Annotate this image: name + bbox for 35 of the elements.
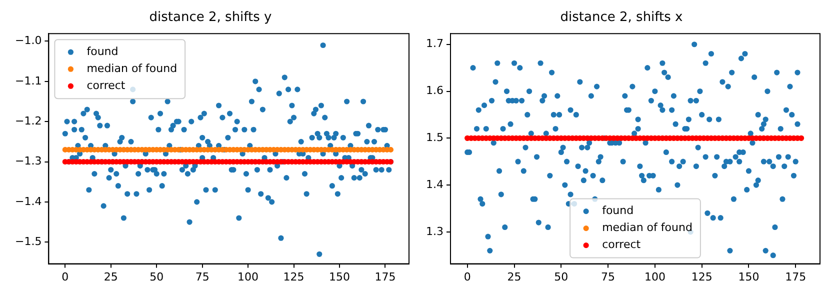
legend-label: found [602, 204, 634, 218]
y-tick-label: −1.2 [14, 114, 42, 128]
x-tick-label: 25 [104, 270, 118, 284]
legend-label: correct [602, 238, 642, 252]
y-tick-label: 1.4 [426, 178, 444, 191]
x-tick-label: 175 [785, 270, 806, 284]
chart-title: distance 2, shifts y [149, 10, 272, 26]
y-tick-label: −1.4 [14, 194, 42, 208]
x-tick-label: 50 [554, 270, 568, 284]
x-tick-label: 75 [601, 270, 616, 284]
x-tick-label: 50 [150, 270, 164, 284]
legend-label: median of found [602, 221, 692, 234]
x-tick-label: 125 [691, 270, 712, 284]
x-tick-label: 100 [644, 270, 666, 284]
x-tick-label: 150 [738, 270, 760, 284]
y-tick-label: −1.5 [14, 234, 42, 248]
legend-label: median of found [86, 62, 178, 75]
x-tick-label: 125 [283, 270, 304, 284]
y-tick-label: −1.3 [14, 154, 42, 168]
x-tick-label: 150 [329, 270, 350, 284]
x-tick-label: 75 [195, 270, 210, 284]
x-tick-label: 0 [464, 270, 471, 284]
y-tick-label: −1.1 [14, 74, 42, 88]
y-tick-label: −1.0 [14, 34, 42, 48]
x-tick-label: 25 [507, 270, 522, 284]
y-tick-label: 1.7 [426, 37, 444, 50]
x-tick-label: 100 [238, 270, 259, 284]
x-tick-label: 175 [374, 270, 396, 284]
legend-label: correct [86, 78, 126, 92]
chart-title: distance 2, shifts x [560, 10, 684, 26]
x-tick-label: 0 [62, 270, 69, 284]
legend-label: found [86, 44, 118, 58]
y-tick-label: 1.5 [426, 131, 444, 144]
y-tick-label: 1.6 [426, 84, 444, 98]
y-tick-label: 1.3 [426, 224, 444, 238]
